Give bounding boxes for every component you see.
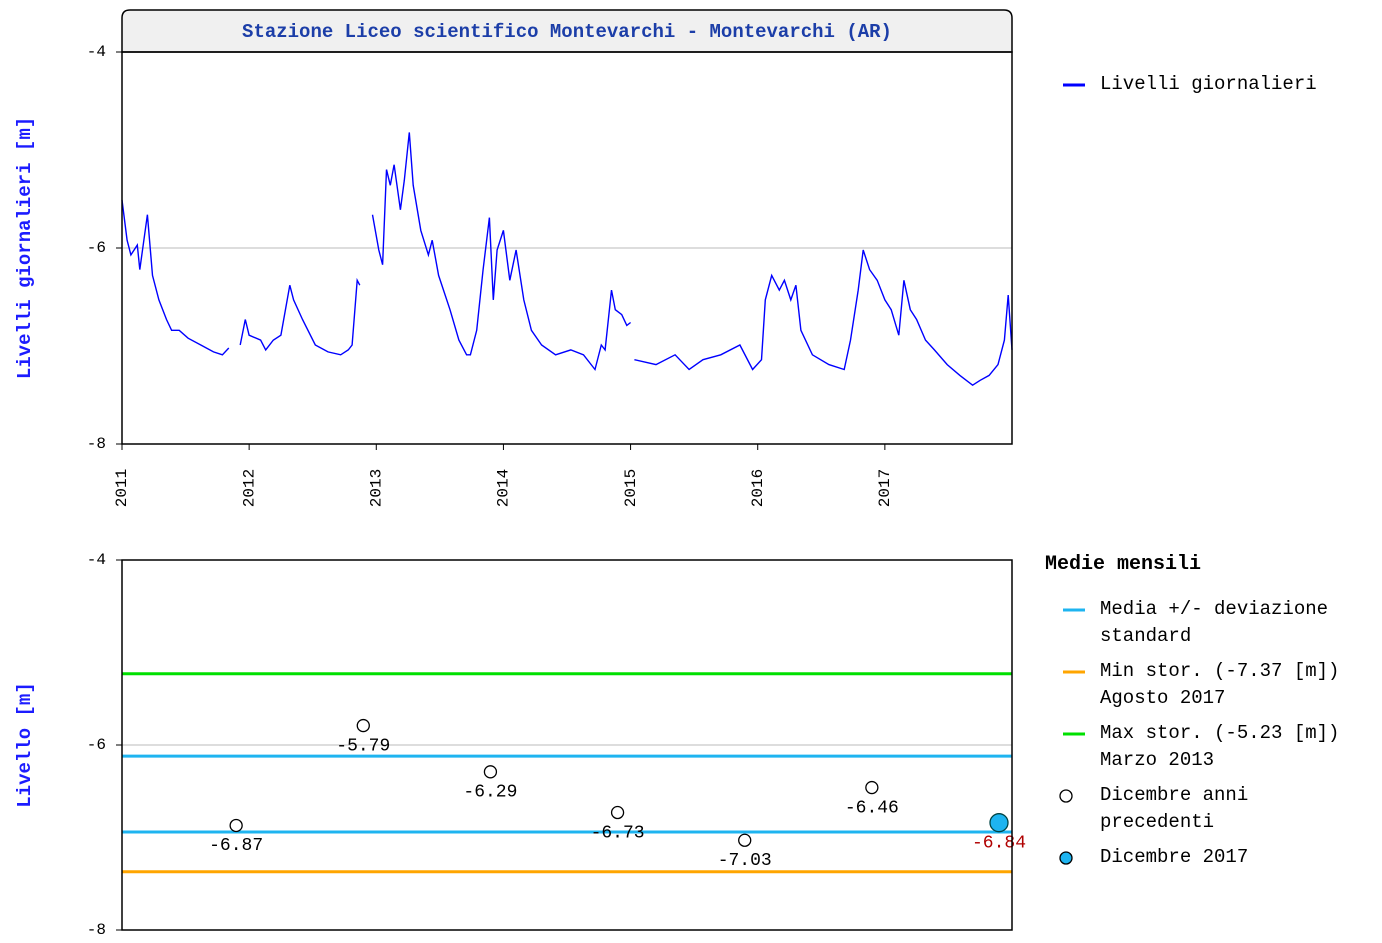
value-label: -5.79 bbox=[336, 736, 390, 756]
monthly-mean-point bbox=[610, 805, 625, 820]
legend-label: Dicembre 2017 bbox=[1100, 846, 1249, 868]
x-tick-label: 2017 bbox=[876, 469, 894, 507]
y-tick-label: -4 bbox=[87, 43, 106, 61]
monthly-mean-point bbox=[356, 718, 370, 733]
y-tick-label: -6 bbox=[87, 736, 106, 754]
legend-label: Max stor. (-5.23 [m]) Marzo 2013 bbox=[1100, 722, 1340, 771]
y-tick-label: -8 bbox=[87, 435, 106, 453]
plot-frame bbox=[121, 51, 1013, 445]
monthly-mean-point bbox=[229, 818, 243, 833]
data-line bbox=[121, 132, 1013, 387]
x-tick-label: 2014 bbox=[495, 469, 513, 507]
monthly-mean-point bbox=[989, 813, 1009, 833]
value-label: -6.46 bbox=[845, 798, 899, 818]
y-tick-label: -4 bbox=[87, 551, 106, 569]
x-tick-label: 2015 bbox=[622, 469, 640, 507]
value-label: -6.84 bbox=[972, 833, 1026, 853]
value-label: -6.73 bbox=[591, 823, 645, 843]
monthly-mean-point bbox=[483, 765, 498, 779]
plot-frame bbox=[121, 559, 1013, 931]
chart-title: Stazione Liceo scientifico Montevarchi -… bbox=[242, 21, 892, 43]
y-axis-label: Livelli giornalieri [m] bbox=[14, 117, 36, 379]
legend-label: Media +/- deviazione standard bbox=[1100, 598, 1329, 647]
x-tick-label: 2016 bbox=[749, 469, 767, 507]
value-label: -6.29 bbox=[463, 783, 517, 803]
x-tick-label: 2013 bbox=[368, 469, 386, 507]
title-box bbox=[121, 9, 1013, 53]
monthly-mean-point bbox=[738, 833, 752, 847]
value-label: -7.03 bbox=[718, 851, 772, 871]
legend-title: Medie mensili bbox=[1045, 553, 1202, 576]
y-axis-label: Livello [m] bbox=[14, 682, 36, 807]
legend-label: Dicembre anni precedenti bbox=[1100, 784, 1249, 833]
value-label: -6.87 bbox=[209, 836, 263, 856]
monthly-mean-point bbox=[865, 780, 879, 795]
y-tick-label: -6 bbox=[87, 239, 106, 257]
legend-swatch bbox=[1059, 789, 1073, 803]
x-tick-label: 2012 bbox=[240, 469, 258, 507]
legend-label: Livelli giornalieri bbox=[1100, 73, 1317, 95]
legend-label: Min stor. (-7.37 [m]) Agosto 2017 bbox=[1100, 660, 1340, 709]
x-tick-label: 2011 bbox=[113, 469, 131, 507]
y-tick-label: -8 bbox=[87, 921, 106, 939]
legend-swatch bbox=[1059, 851, 1073, 865]
